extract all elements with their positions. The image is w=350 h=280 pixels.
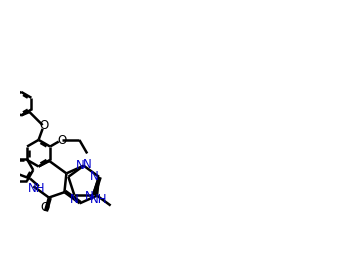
Text: NH: NH	[90, 193, 107, 206]
Text: O: O	[39, 119, 48, 132]
Text: N: N	[83, 158, 92, 171]
Text: N: N	[76, 158, 84, 172]
Text: N: N	[85, 190, 94, 202]
Text: NH: NH	[28, 182, 45, 195]
Text: O: O	[58, 134, 67, 146]
Text: N: N	[70, 193, 79, 206]
Text: O: O	[40, 201, 50, 214]
Text: N: N	[90, 170, 99, 183]
